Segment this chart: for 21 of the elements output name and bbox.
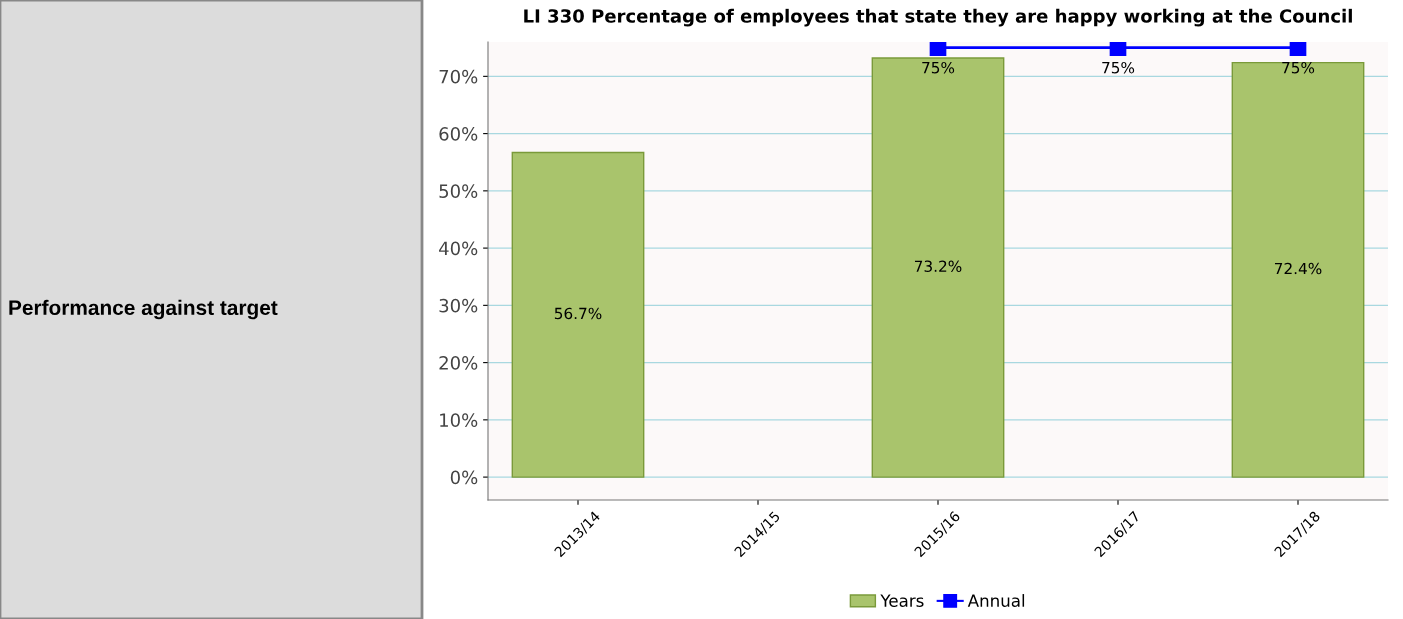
- legend-label: Years: [880, 594, 924, 607]
- data-label: 75%: [1102, 61, 1135, 74]
- bar: [871, 57, 1005, 478]
- y-tick-label: 40%: [439, 241, 478, 256]
- data-label: 72.4%: [1274, 262, 1322, 275]
- y-tick-label: 0%: [450, 470, 478, 485]
- y-tick-label: 50%: [439, 184, 478, 198]
- text: Performance against target: [9, 299, 278, 320]
- bar: [511, 151, 645, 478]
- y-tick-label: 30%: [439, 298, 478, 313]
- y-tick-label: 20%: [439, 356, 478, 370]
- data-label: 56.7%: [554, 307, 602, 320]
- y-tick-label: 60%: [439, 127, 478, 141]
- y-tick-label: 10%: [440, 413, 478, 427]
- legend-label: Annual: [967, 594, 1025, 607]
- data-label: 75%: [922, 61, 955, 74]
- y-tick-label: 70%: [439, 69, 478, 84]
- chart-title: LI 330 Percentage of employees that state they are happy working at the Council: [524, 8, 1352, 27]
- data-label: 75%: [1282, 61, 1315, 74]
- bar: [1231, 61, 1365, 478]
- data-label: 73.2%: [914, 260, 962, 272]
